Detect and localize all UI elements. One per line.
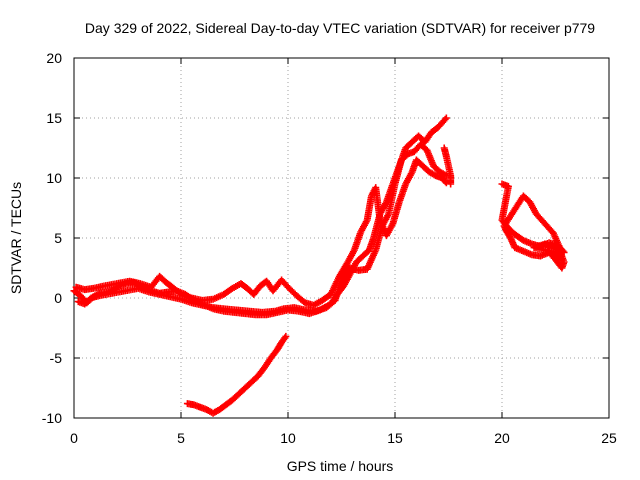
data-point bbox=[557, 254, 565, 262]
y-tick-label: 15 bbox=[46, 110, 62, 126]
y-tick-label: 5 bbox=[54, 230, 62, 246]
data-point bbox=[442, 114, 450, 122]
y-tick-label: -5 bbox=[50, 350, 63, 366]
y-tick-label: 20 bbox=[46, 50, 62, 66]
x-tick-labels: 0 5 10 15 20 25 bbox=[70, 430, 617, 446]
axis-ticks bbox=[73, 57, 610, 419]
y-tick-label: -10 bbox=[42, 410, 62, 426]
data-markers bbox=[70, 114, 568, 417]
y-tick-label: 0 bbox=[54, 290, 62, 306]
x-tick-label: 25 bbox=[601, 430, 617, 446]
x-tick-label: 20 bbox=[494, 430, 510, 446]
data-point bbox=[447, 180, 455, 188]
x-tick-label: 15 bbox=[387, 430, 403, 446]
data-point bbox=[441, 115, 449, 123]
data-point bbox=[281, 334, 289, 342]
data-point bbox=[282, 332, 290, 340]
y-tick-label: 10 bbox=[46, 170, 62, 186]
grid-lines bbox=[74, 58, 609, 418]
x-tick-label: 0 bbox=[70, 430, 78, 446]
y-axis-label: SDTVAR / TECUs bbox=[8, 182, 24, 294]
x-axis-label: GPS time / hours bbox=[287, 458, 394, 474]
y-tick-labels: -10 -5 0 5 10 15 20 bbox=[42, 50, 62, 426]
chart-title: Day 329 of 2022, Sidereal Day-to-day VTE… bbox=[85, 20, 595, 36]
data-point bbox=[558, 256, 566, 264]
x-tick-label: 10 bbox=[280, 430, 296, 446]
x-tick-label: 5 bbox=[177, 430, 185, 446]
